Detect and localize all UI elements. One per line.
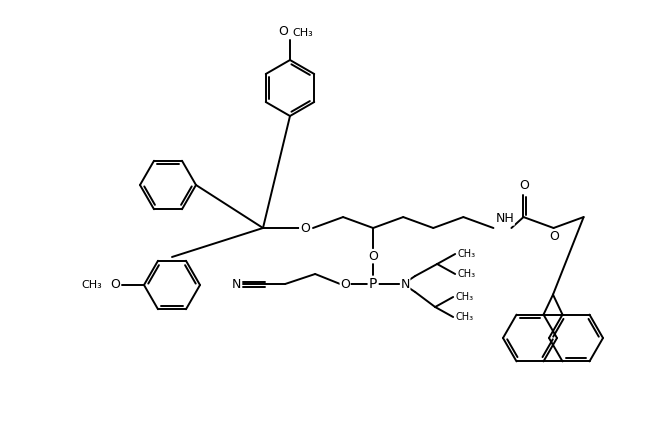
Text: O: O bbox=[300, 222, 310, 235]
Text: N: N bbox=[232, 278, 241, 291]
Text: CH₃: CH₃ bbox=[292, 28, 313, 38]
Text: O: O bbox=[369, 249, 378, 262]
Text: CH₃: CH₃ bbox=[457, 249, 475, 259]
Text: CH₃: CH₃ bbox=[457, 269, 475, 279]
Text: P: P bbox=[369, 277, 377, 291]
Text: O: O bbox=[519, 179, 529, 192]
Text: O: O bbox=[340, 278, 350, 291]
Text: N: N bbox=[401, 278, 410, 291]
Text: NH: NH bbox=[495, 212, 514, 225]
Text: CH₃: CH₃ bbox=[455, 312, 473, 322]
Text: O: O bbox=[549, 230, 559, 243]
Text: CH₃: CH₃ bbox=[455, 292, 473, 302]
Text: CH₃: CH₃ bbox=[81, 280, 102, 290]
Text: O: O bbox=[110, 278, 120, 291]
Text: O: O bbox=[278, 25, 288, 38]
